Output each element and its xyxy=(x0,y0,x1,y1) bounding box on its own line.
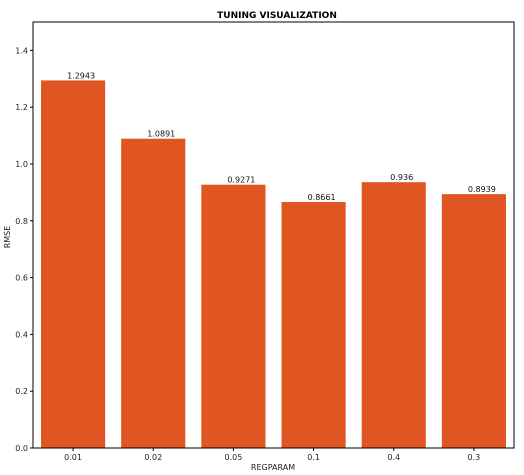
y-tick-label-0.0: 0.0 xyxy=(15,444,28,453)
bar-0.4 xyxy=(361,182,426,448)
y-tick-label-0.4: 0.4 xyxy=(15,330,28,339)
bars-group xyxy=(41,80,506,449)
data-label-0.02: 1.0891 xyxy=(147,130,175,139)
data-label-0.05: 0.9271 xyxy=(227,176,255,185)
x-tick-label-0.01: 0.01 xyxy=(64,453,82,462)
y-axis-label: RMSE xyxy=(3,226,12,249)
y-tick-label-1.2: 1.2 xyxy=(15,103,28,112)
x-tick-label-0.02: 0.02 xyxy=(144,453,162,462)
x-axis-label: REGPARAM xyxy=(251,463,295,472)
data-labels-group: 1.2943 1.0891 0.9271 0.8661 0.936 0.8939 xyxy=(67,71,496,202)
x-tick-label-0.05: 0.05 xyxy=(225,453,243,462)
bar-0.02 xyxy=(121,138,186,448)
x-tick-label-0.3: 0.3 xyxy=(468,453,481,462)
y-tick-label-1.4: 1.4 xyxy=(15,46,28,55)
bar-0.3 xyxy=(441,194,506,448)
x-tick-label-0.1: 0.1 xyxy=(307,453,320,462)
y-tick-label-0.2: 0.2 xyxy=(15,387,28,396)
data-label-0.3: 0.8939 xyxy=(468,185,496,194)
plot-frame xyxy=(32,21,515,449)
data-label-0.01: 1.2943 xyxy=(67,71,95,80)
data-label-0.4: 0.936 xyxy=(390,173,413,182)
y-ticks-group: 0.0 0.2 0.4 0.6 0.8 1.0 1.2 1.4 xyxy=(15,46,33,453)
bar-0.05 xyxy=(201,184,266,448)
data-label-0.1: 0.8661 xyxy=(308,193,336,202)
y-tick-label-0.6: 0.6 xyxy=(15,274,28,283)
y-tick-label-0.8: 0.8 xyxy=(15,217,28,226)
bar-0.1 xyxy=(281,202,346,448)
x-tick-label-0.4: 0.4 xyxy=(387,453,400,462)
chart-title: TUNING VISUALIZATION xyxy=(217,11,337,21)
y-tick-label-1.0: 1.0 xyxy=(15,160,28,169)
bar-0.01 xyxy=(41,80,106,449)
